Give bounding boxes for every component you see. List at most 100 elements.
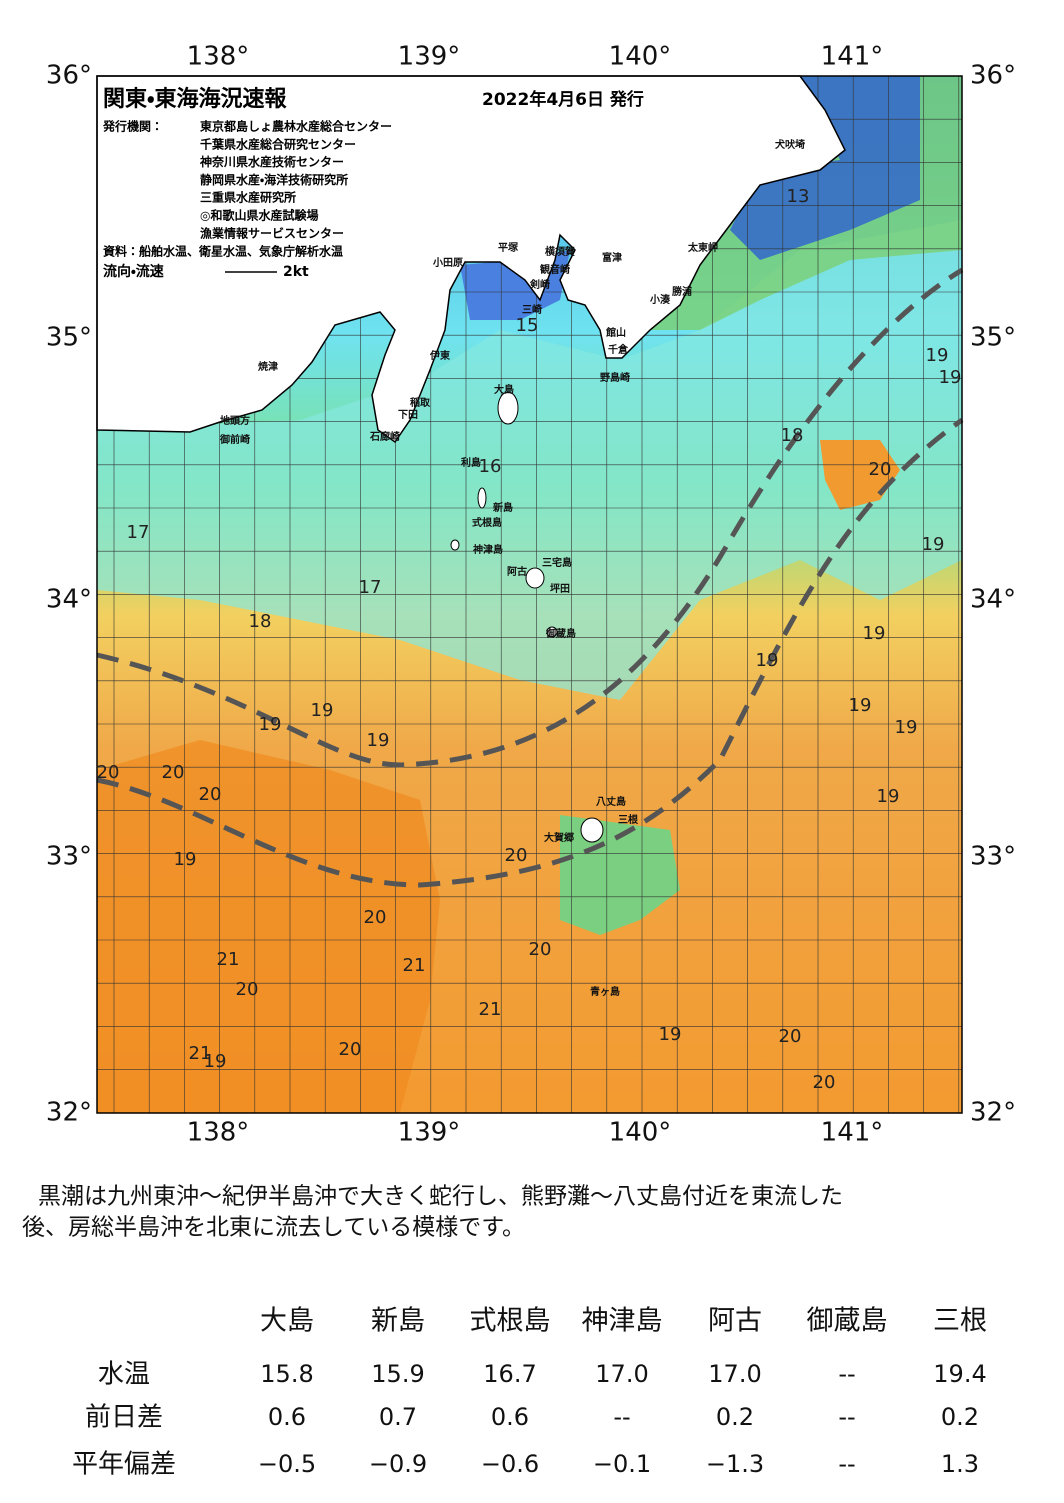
cell: 17.0 bbox=[708, 1360, 761, 1388]
isotherm-label: 21 bbox=[479, 999, 502, 1020]
issuer: 神奈川県水産技術センター bbox=[199, 154, 344, 169]
map-frame bbox=[96, 75, 963, 1114]
place-name: 三根 bbox=[618, 813, 639, 826]
place-name: 地頭方 bbox=[220, 414, 250, 427]
cell: 19.4 bbox=[933, 1360, 986, 1388]
lon-label: 141° bbox=[821, 42, 884, 72]
cell: -- bbox=[838, 1403, 855, 1431]
isotherm-label: 21 bbox=[403, 955, 426, 976]
cell: −1.3 bbox=[706, 1450, 764, 1478]
kuroshio-line bbox=[96, 417, 964, 888]
place-name: 下田 bbox=[398, 409, 418, 421]
lat-label: 33° bbox=[46, 842, 92, 872]
lon-label: 139° bbox=[398, 42, 461, 72]
column-header: 新島 bbox=[371, 1306, 425, 1337]
cell: 15.9 bbox=[371, 1360, 424, 1388]
land bbox=[96, 75, 846, 444]
issuer: 漁業情報サービスセンター bbox=[200, 225, 344, 240]
lat-label: 36° bbox=[970, 61, 1016, 91]
isotherm-label: 19 bbox=[895, 717, 918, 738]
isotherm-label: 19 bbox=[926, 345, 949, 366]
lon-label: 138° bbox=[187, 42, 250, 72]
place-name: 大島 bbox=[494, 383, 514, 396]
place-name: 横須賀 bbox=[545, 245, 575, 258]
place-name: 三宅島 bbox=[542, 556, 572, 569]
cell: −0.9 bbox=[369, 1450, 427, 1478]
island bbox=[525, 567, 545, 589]
island bbox=[580, 817, 604, 843]
isotherm-label: 19 bbox=[174, 849, 197, 870]
isotherm-label: 20 bbox=[529, 939, 552, 960]
isotherm-label: 17 bbox=[359, 577, 382, 598]
issuer: 千葉県水産総合研究センター bbox=[200, 136, 356, 151]
cool-water bbox=[97, 220, 962, 700]
lon-label: 139° bbox=[398, 1118, 461, 1148]
isotherm-label: 15 bbox=[516, 315, 539, 336]
column-header: 御蔵島 bbox=[807, 1306, 888, 1337]
kuroshio bbox=[96, 267, 964, 888]
place-name: 千倉 bbox=[608, 343, 629, 356]
isotherm-label: 20 bbox=[364, 907, 387, 928]
isotherm-label: 20 bbox=[162, 762, 185, 783]
isotherm-label: 19 bbox=[756, 650, 779, 671]
column-header: 三根 bbox=[933, 1306, 987, 1337]
place-name: 勝浦 bbox=[672, 285, 692, 298]
cool-water bbox=[560, 815, 680, 935]
island bbox=[450, 539, 460, 551]
cell: −0.5 bbox=[258, 1450, 316, 1478]
isotherm-label: 19 bbox=[922, 534, 945, 555]
cold-water bbox=[730, 76, 920, 260]
place-name: 稲取 bbox=[410, 396, 431, 409]
lat-label: 32° bbox=[970, 1098, 1016, 1128]
place-name: 小湊 bbox=[649, 293, 671, 306]
place-name: 平塚 bbox=[498, 241, 519, 254]
cell: 16.7 bbox=[483, 1360, 536, 1388]
place-name: 伊東 bbox=[429, 349, 450, 362]
lat-label: 34° bbox=[970, 585, 1016, 615]
issue-date: 2022年4月6日 発行 bbox=[482, 89, 644, 110]
cell: 0.2 bbox=[941, 1403, 979, 1431]
island bbox=[546, 626, 558, 638]
isotherm-label: 19 bbox=[939, 367, 962, 388]
place-name: 剣崎 bbox=[529, 278, 550, 291]
cell: 0.7 bbox=[379, 1403, 417, 1431]
place-name: 御蔵島 bbox=[545, 627, 576, 640]
cell: -- bbox=[613, 1403, 630, 1431]
isotherm-label: 17 bbox=[127, 522, 150, 543]
place-name: 観音崎 bbox=[540, 263, 570, 276]
place-name: 新島 bbox=[492, 501, 513, 514]
place-name: 坪田 bbox=[550, 582, 570, 595]
place-name: 利島 bbox=[461, 456, 481, 469]
lat-label: 33° bbox=[970, 842, 1016, 872]
cell: -- bbox=[838, 1450, 855, 1478]
issuer: 三重県水産研究所 bbox=[200, 190, 296, 205]
column-header: 式根島 bbox=[470, 1306, 551, 1337]
place-name: 八丈島 bbox=[596, 795, 626, 808]
cell: 15.8 bbox=[260, 1360, 313, 1388]
lon-label: 140° bbox=[609, 1118, 672, 1148]
issuer: 東京都島しょ農林水産総合センター bbox=[200, 119, 392, 134]
place-name: 犬吠埼 bbox=[775, 138, 805, 151]
cell: 0.6 bbox=[491, 1403, 529, 1431]
column-header: 阿古 bbox=[708, 1306, 762, 1337]
place-name: 御前崎 bbox=[219, 433, 250, 446]
isotherm-label: 20 bbox=[813, 1072, 836, 1093]
islands bbox=[450, 391, 604, 843]
lat-label: 34° bbox=[46, 585, 92, 615]
summary-line: 後、房総半島沖を北東に流去している模様です。 bbox=[22, 1215, 525, 1241]
lat-label: 35° bbox=[46, 323, 92, 353]
place-name: 焼津 bbox=[258, 360, 278, 373]
lon-label: 138° bbox=[187, 1118, 250, 1148]
isotherm-label: 19 bbox=[367, 730, 390, 751]
place-name: 三崎 bbox=[522, 303, 542, 316]
place-name: 小田原 bbox=[432, 256, 463, 269]
isotherm-label: 19 bbox=[849, 695, 872, 716]
isotherm-label: 19 bbox=[259, 714, 282, 735]
isotherm-label: 18 bbox=[249, 611, 272, 632]
place-name: 大賀郷 bbox=[544, 831, 574, 844]
isotherm-label: 18 bbox=[781, 425, 804, 446]
place-name: 野島崎 bbox=[600, 371, 630, 384]
isotherm-label: 21 bbox=[189, 1043, 212, 1064]
isotherm-label: 20 bbox=[236, 979, 259, 1000]
